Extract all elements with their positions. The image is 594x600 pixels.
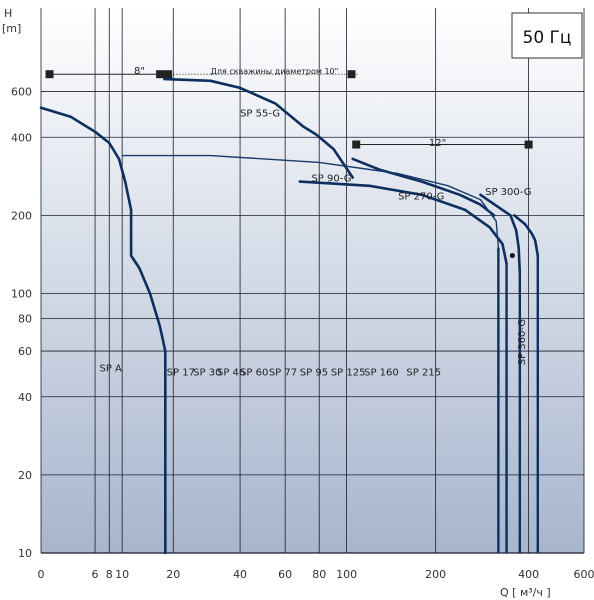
x-tick-label: 6: [92, 568, 99, 581]
bottom-label: SP 30: [193, 368, 221, 379]
y-axis-unit: [m]: [2, 22, 21, 35]
y-tick-label: 20: [18, 469, 32, 482]
annotation--10-: Для скважины диаметром 10": [211, 67, 339, 76]
annotation-sp-55-g: SP 55-G: [240, 109, 280, 120]
annotation-sp-a: SP A: [99, 364, 122, 375]
x-axis-label: Q [ м³/ч ]: [500, 586, 551, 599]
y-tick-label: 400: [11, 131, 32, 144]
diameter-marker: [524, 140, 533, 149]
diameter-marker: [347, 70, 356, 79]
series-sp-17-215-envelope: [121, 154, 500, 554]
x-tick-label: 80: [312, 568, 326, 581]
reference-dot: [509, 253, 515, 259]
series-sp-55-g: [163, 77, 354, 179]
bottom-label: SP 77: [269, 368, 297, 379]
y-tick-label: 40: [18, 391, 32, 404]
series-sp-300-g: [479, 193, 522, 275]
x-tick-label: 400: [518, 568, 539, 581]
diameter-bars: [45, 70, 533, 149]
series-sp-270-g: [298, 180, 508, 266]
diameter-marker: [45, 70, 54, 79]
bottom-label: SP 95: [300, 368, 328, 379]
frequency-badge: 50 Гц: [523, 28, 572, 48]
bottom-label: SP 125: [331, 368, 366, 379]
axis-ticks: 0 6 8 10 20 40 60 80 100 200 400 600102040608010020…: [11, 86, 594, 581]
curve-labels: 8" Для скважины диаметром 10" 12" SP 55-G SP…: [99, 66, 531, 378]
frequency-badge-box: [511, 12, 583, 59]
annotation-8-: 8": [134, 66, 145, 77]
y-axis-symbol: H: [4, 7, 12, 20]
bottom-label: SP 17: [167, 368, 195, 379]
x-tick-label: 0: [38, 568, 45, 581]
diameter-marker: [352, 140, 361, 149]
x-tick-label: 60: [278, 568, 292, 581]
annotation-sp-360-g: SP 360-G: [517, 319, 528, 365]
x-tick-label: 8: [106, 568, 113, 581]
bottom-label: SP 215: [406, 368, 441, 379]
pump-curves: [39, 77, 540, 555]
y-tick-label: 10: [18, 547, 32, 560]
x-tick-label: 10: [115, 568, 129, 581]
annotation-sp-300-g: SP 300-G: [485, 187, 531, 198]
x-tick-label: 20: [166, 568, 180, 581]
series-sp-360-g: [513, 214, 540, 257]
bottom-label: SP 60: [240, 368, 268, 379]
bottom-label: SP 46: [217, 368, 245, 379]
x-tick-label: 600: [574, 568, 594, 581]
bottom-label: SP 160: [364, 368, 399, 379]
annotation-sp-90-g: SP 90-G: [311, 174, 351, 185]
y-tick-label: 100: [11, 288, 32, 301]
x-tick-label: 200: [425, 568, 446, 581]
series-sp-a-b-: [129, 208, 167, 555]
annotation-sp-270-g: SP 270-G: [398, 192, 444, 203]
series-sp-a: [39, 106, 133, 212]
diameter-marker: [156, 70, 173, 79]
annotation-12-: 12": [429, 138, 446, 149]
y-tick-label: 200: [11, 209, 32, 222]
y-tick-label: 600: [11, 86, 32, 99]
x-tick-label: 40: [233, 568, 247, 581]
series-sp-90-g: [351, 157, 496, 217]
y-tick-label: 80: [18, 313, 32, 326]
plot-background: [41, 8, 584, 553]
x-tick-label: 100: [336, 568, 357, 581]
y-tick-label: 60: [18, 345, 32, 358]
